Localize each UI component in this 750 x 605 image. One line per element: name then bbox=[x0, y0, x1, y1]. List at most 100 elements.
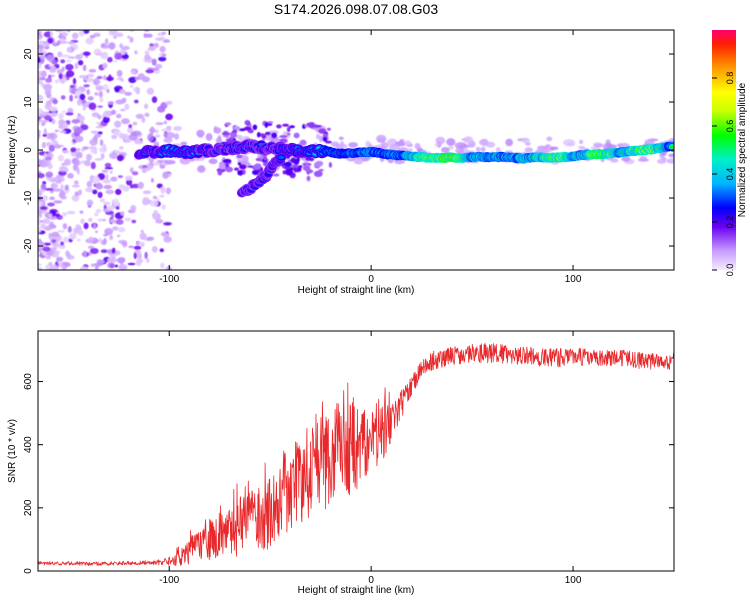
noise-blob bbox=[139, 232, 147, 240]
noise-blob bbox=[76, 167, 80, 175]
y-tick-label: 600 bbox=[23, 373, 34, 390]
noise-blob bbox=[96, 75, 103, 80]
spread-blob bbox=[222, 158, 232, 164]
noise-blob bbox=[117, 227, 126, 233]
y-tick-label: 0 bbox=[23, 568, 34, 574]
spread-blob bbox=[260, 133, 264, 138]
colorbar-tick-label: 0.4 bbox=[725, 168, 735, 181]
noise-blob bbox=[151, 246, 158, 253]
halo-blob bbox=[197, 165, 206, 173]
spread-blob bbox=[306, 175, 311, 182]
noise-blob bbox=[71, 157, 80, 165]
noise-blob bbox=[109, 234, 113, 240]
halo-blob bbox=[268, 130, 279, 135]
noise-blob bbox=[113, 198, 119, 206]
noise-blob bbox=[71, 119, 81, 124]
noise-blob bbox=[100, 249, 108, 254]
noise-blob bbox=[163, 236, 172, 243]
spread-blob bbox=[325, 140, 332, 144]
noise-blob bbox=[60, 176, 65, 182]
noise-blob bbox=[131, 219, 137, 224]
spectrogram-y-axis-label: Frequency (Hz) bbox=[7, 116, 18, 185]
noise-blob bbox=[86, 89, 91, 95]
noise-blob bbox=[44, 42, 50, 48]
noise-blob bbox=[94, 266, 99, 270]
noise-blob bbox=[38, 94, 44, 102]
noise-blob bbox=[146, 258, 150, 263]
noise-blob bbox=[58, 73, 63, 80]
noise-blob bbox=[76, 148, 81, 151]
noise-blob bbox=[41, 70, 47, 78]
spread-blob bbox=[221, 132, 231, 136]
noise-blob bbox=[56, 256, 64, 262]
noise-blob bbox=[55, 180, 62, 184]
noise-blob bbox=[128, 76, 137, 84]
noise-blob bbox=[105, 114, 109, 118]
noise-blob bbox=[157, 105, 166, 113]
snr-series-line bbox=[38, 342, 674, 566]
noise-blob bbox=[116, 234, 121, 238]
noise-blob bbox=[165, 100, 173, 105]
spread-blob bbox=[291, 164, 299, 169]
halo-blob bbox=[380, 142, 389, 150]
noise-blob bbox=[62, 223, 68, 230]
noise-blob bbox=[63, 262, 71, 267]
noise-blob bbox=[79, 210, 84, 214]
noise-blob bbox=[98, 90, 103, 98]
noise-blob bbox=[66, 30, 71, 33]
spread-blob bbox=[318, 168, 324, 172]
spread-blob bbox=[282, 170, 287, 175]
noise-blob bbox=[117, 175, 123, 179]
noise-blob bbox=[94, 230, 99, 234]
noise-blob bbox=[120, 48, 126, 56]
noise-blob bbox=[74, 180, 79, 185]
noise-blob bbox=[99, 139, 104, 147]
halo-blob bbox=[435, 136, 446, 145]
noise-blob bbox=[135, 87, 140, 95]
noise-blob bbox=[114, 52, 122, 60]
spread-blob bbox=[282, 166, 292, 169]
noise-blob bbox=[111, 247, 116, 254]
y-tick-label: 400 bbox=[23, 436, 34, 453]
noise-blob bbox=[79, 266, 89, 270]
halo-blob bbox=[164, 160, 176, 165]
snr-panel: -100 0 100 0 200 400 600 Height of straight l… bbox=[7, 330, 675, 596]
halo-blob bbox=[215, 137, 222, 145]
noise-blob bbox=[54, 129, 59, 133]
noise-blob bbox=[114, 120, 122, 128]
noise-blob bbox=[118, 264, 128, 270]
noise-blob bbox=[100, 239, 107, 245]
noise-blob bbox=[41, 122, 46, 127]
noise-blob bbox=[144, 33, 153, 38]
noise-blob bbox=[100, 153, 105, 160]
spread-blob bbox=[233, 126, 241, 130]
figure-title: S174.2026.098.07.08.G03 bbox=[274, 1, 438, 17]
noise-blob bbox=[108, 42, 116, 50]
halo-blob bbox=[454, 142, 467, 149]
noise-blob bbox=[110, 176, 118, 182]
spread-blob bbox=[267, 121, 274, 124]
spread-blob bbox=[236, 154, 243, 159]
noise-blob bbox=[109, 170, 113, 174]
noise-blob bbox=[78, 30, 85, 37]
noise-blob bbox=[119, 146, 124, 150]
spread-blob bbox=[264, 121, 269, 128]
ridge-core bbox=[669, 145, 674, 149]
noise-blob bbox=[113, 130, 122, 137]
noise-blob bbox=[116, 113, 122, 119]
spread-blob bbox=[314, 161, 322, 168]
noise-blob bbox=[160, 36, 165, 40]
noise-blob bbox=[53, 188, 62, 192]
noise-blob bbox=[153, 210, 159, 217]
noise-blob bbox=[65, 112, 74, 116]
noise-blob bbox=[144, 112, 150, 117]
noise-blob bbox=[102, 218, 106, 222]
noise-blob bbox=[144, 54, 151, 61]
noise-blob bbox=[160, 262, 165, 269]
noise-blob bbox=[44, 188, 54, 191]
noise-blob bbox=[38, 226, 42, 233]
spread-blob bbox=[308, 157, 315, 162]
x-tick-label: 0 bbox=[368, 274, 374, 285]
